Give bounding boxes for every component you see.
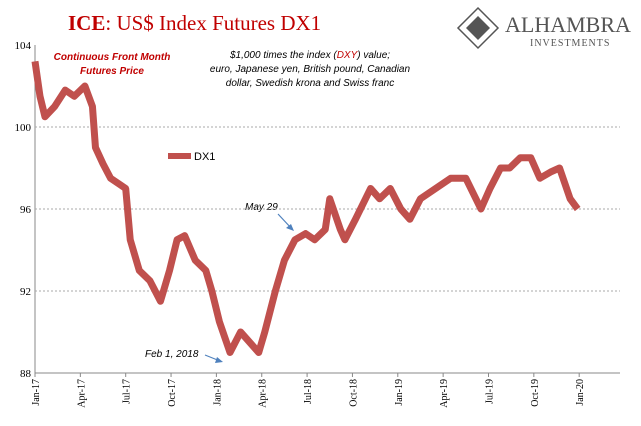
legend-label: DX1 xyxy=(194,151,215,163)
annotation: Feb 1, 2018 xyxy=(145,349,199,360)
x-tick-label: Oct-17 xyxy=(167,379,178,407)
note-part: $1,000 times the index ( xyxy=(229,50,338,61)
x-tick-label: Apr-19 xyxy=(439,379,450,408)
y-tick-label: 100 xyxy=(15,122,32,134)
subtitle: Continuous Front Month xyxy=(54,52,171,63)
x-tick-label: Jul-19 xyxy=(484,379,495,404)
x-tick-label: Apr-18 xyxy=(258,379,269,408)
x-tick-label: Jul-18 xyxy=(303,379,314,404)
x-tick-label: Jan-19 xyxy=(394,379,405,406)
subtitle: Futures Price xyxy=(80,66,144,77)
logo-sub: INVESTMENTS xyxy=(530,38,610,49)
note-part: ) value; xyxy=(356,50,390,61)
y-tick-label: 92 xyxy=(20,286,31,298)
note-part: DXY xyxy=(337,50,359,61)
arrowhead xyxy=(215,357,223,363)
note: $1,000 times the index (DXY) value; xyxy=(229,50,390,61)
y-tick-label: 104 xyxy=(15,40,32,52)
x-tick-label: Apr-17 xyxy=(76,379,87,408)
x-tick-label: Jan-17 xyxy=(31,379,42,406)
logo-inner xyxy=(466,16,490,40)
title-brand: ICE xyxy=(68,11,105,35)
x-tick-label: Oct-18 xyxy=(348,379,359,407)
x-tick-label: Jul-17 xyxy=(122,379,133,404)
title-text: : US$ Index Futures DX1 xyxy=(105,11,321,35)
logo-name: ALHAMBRA xyxy=(505,12,631,37)
x-tick-label: Jan-20 xyxy=(575,379,586,406)
note: dollar, Swedish krona and Swiss franc xyxy=(226,78,394,89)
y-tick-label: 88 xyxy=(20,368,32,380)
y-tick-label: 96 xyxy=(20,204,32,216)
note: euro, Japanese yen, British pound, Canad… xyxy=(210,64,411,75)
data-line xyxy=(31,60,581,356)
arrowhead xyxy=(286,224,294,231)
logo-diamond xyxy=(456,6,500,50)
x-tick-label: Oct-19 xyxy=(530,379,541,407)
chart-title: ICE: US$ Index Futures DX1 xyxy=(68,11,321,35)
x-tick-label: Jan-18 xyxy=(212,379,223,406)
annotation: May 29 xyxy=(245,202,278,213)
logo: ALHAMBRA INVESTMENTS xyxy=(456,6,631,50)
